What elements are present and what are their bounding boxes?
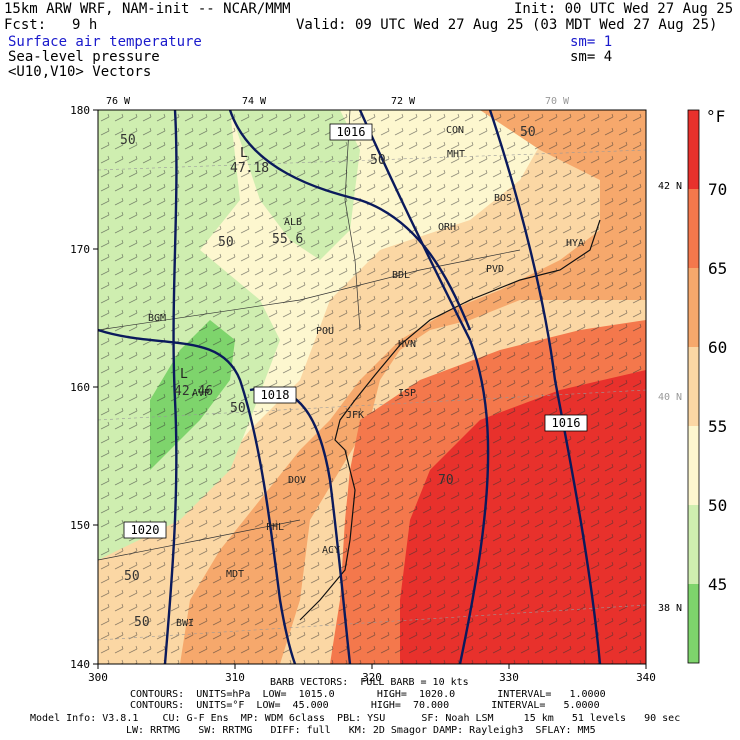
temp-label: 42.46: [174, 384, 213, 399]
field-temperature: Surface air temperature: [8, 34, 202, 50]
station-label: HVN: [398, 339, 416, 350]
longitude-label: 76 W: [106, 96, 131, 107]
model-title: 15km ARW WRF, NAM-init -- NCAR/MMM: [4, 1, 291, 17]
station-label: HYA: [566, 238, 584, 249]
station-label: ACY: [322, 545, 340, 556]
station-label: PHL: [266, 522, 284, 533]
pressure-label: 1016: [337, 125, 366, 139]
latitude-label: 42 N: [658, 181, 682, 192]
y-tick-label: 160: [70, 381, 90, 394]
colorbar-label: 60: [708, 338, 727, 357]
colorbar-swatch: [688, 110, 699, 189]
temp-label: 55.6: [272, 232, 303, 247]
contour-info-temperature: CONTOURS: UNITS=°F LOW= 45.000 HIGH= 70.…: [130, 700, 600, 711]
init-time: Init: 00 UTC Wed 27 Aug 25: [514, 1, 734, 17]
colorbar-swatch: [688, 505, 699, 584]
station-label: PVD: [486, 264, 504, 275]
pressure-label: 1016: [552, 416, 581, 430]
latitude-label: 40 N: [658, 392, 682, 403]
barb-legend: BARB VECTORS: FULL BARB = 10 kts: [270, 677, 469, 688]
temp-label: 50: [124, 569, 140, 584]
station-label: JFK: [346, 410, 364, 421]
low-marker: L: [180, 367, 188, 382]
colorbar-label: 70: [708, 180, 727, 199]
field-pressure: Sea-level pressure: [8, 49, 160, 65]
temperature-labels: 50 50 50 50 50 50 50 70 55.6 47.18 42.46: [120, 125, 536, 630]
x-tick-label: 330: [499, 671, 519, 684]
station-label: MHT: [447, 149, 465, 160]
field-vectors: <U10,V10> Vectors: [8, 64, 152, 80]
longitude-label: 70 W: [545, 96, 570, 107]
temp-label: 50: [370, 153, 386, 168]
valid-time: Valid: 09 UTC Wed 27 Aug 25 (03 MDT Wed …: [296, 17, 718, 33]
colorbar-label: 55: [708, 417, 727, 436]
station-label: BGM: [148, 313, 166, 324]
y-tick-label: 140: [70, 658, 90, 671]
station-labels: CON MHT BOS ORH ALB BDL PVD HYA BGM POU …: [148, 125, 584, 629]
longitude-labels: 76 W 74 W 72 W 70 W: [106, 96, 570, 107]
y-tick-label: 150: [70, 519, 90, 532]
station-label: POU: [316, 326, 334, 337]
temp-label: 50: [218, 235, 234, 250]
smoothing-pressure: sm= 4: [570, 49, 613, 65]
temp-label: 50: [120, 133, 136, 148]
contour-info-pressure: CONTOURS: UNITS=hPa LOW= 1015.0 HIGH= 10…: [130, 689, 606, 700]
station-label: BWI: [176, 618, 194, 629]
colorbar-swatch: [688, 584, 699, 663]
colorbar-label: 50: [708, 496, 727, 515]
station-label: CON: [446, 125, 464, 136]
colorbar-swatch: [688, 189, 699, 268]
forecast-label: Fcst:: [4, 17, 47, 33]
x-grid-ticks: 300 310 320 330 340: [88, 664, 656, 684]
station-label: ISP: [398, 388, 416, 399]
colorbar-swatch: [688, 347, 699, 426]
temp-label: 47.18: [230, 161, 269, 176]
station-label: ORH: [438, 222, 456, 233]
colorbar-swatch: [688, 268, 699, 347]
x-tick-label: 310: [225, 671, 245, 684]
model-info-line2: LW: RRTMG SW: RRTMG DIFF: full KM: 2D Sm…: [126, 725, 596, 736]
temp-label: 50: [134, 615, 150, 630]
model-info-line1: Model Info: V3.8.1 CU: G-F Ens MP: WDM 6…: [30, 713, 681, 724]
temp-label: 50: [230, 401, 246, 416]
colorbar-label: 45: [708, 575, 727, 594]
forecast-hour: 9 h: [72, 17, 98, 33]
longitude-label: 74 W: [242, 96, 267, 107]
pressure-label: 1018: [261, 388, 290, 402]
smoothing-temperature: sm= 1: [570, 34, 613, 50]
y-grid-ticks: 140 150 160 170 180: [70, 104, 98, 671]
pressure-label: 1020: [131, 523, 160, 537]
temp-label: 50: [520, 125, 536, 140]
station-label: MDT: [226, 569, 244, 580]
y-tick-label: 170: [70, 243, 90, 256]
pressure-labels: 1016 1018 1020 1016: [123, 123, 588, 539]
low-marker: L: [240, 146, 248, 161]
station-label: BOS: [494, 193, 512, 204]
station-label: BDL: [392, 270, 410, 281]
colorbar: °F 70 65 60 55 50 45: [687, 107, 727, 664]
x-tick-label: 340: [636, 671, 656, 684]
station-label: AVP: [192, 388, 210, 399]
latitude-label: 38 N: [658, 603, 682, 614]
temp-label: 70: [438, 473, 454, 488]
colorbar-unit: °F: [706, 107, 725, 126]
x-tick-label: 320: [362, 671, 382, 684]
temperature-field: [98, 110, 646, 664]
latitude-labels: 42 N 40 N 38 N: [658, 181, 682, 614]
station-label: DOV: [288, 475, 306, 486]
station-label: ALB: [284, 217, 302, 228]
colorbar-swatch: [688, 426, 699, 505]
y-tick-label: 180: [70, 104, 90, 117]
x-tick-label: 300: [88, 671, 108, 684]
longitude-label: 72 W: [391, 96, 416, 107]
colorbar-label: 65: [708, 259, 727, 278]
